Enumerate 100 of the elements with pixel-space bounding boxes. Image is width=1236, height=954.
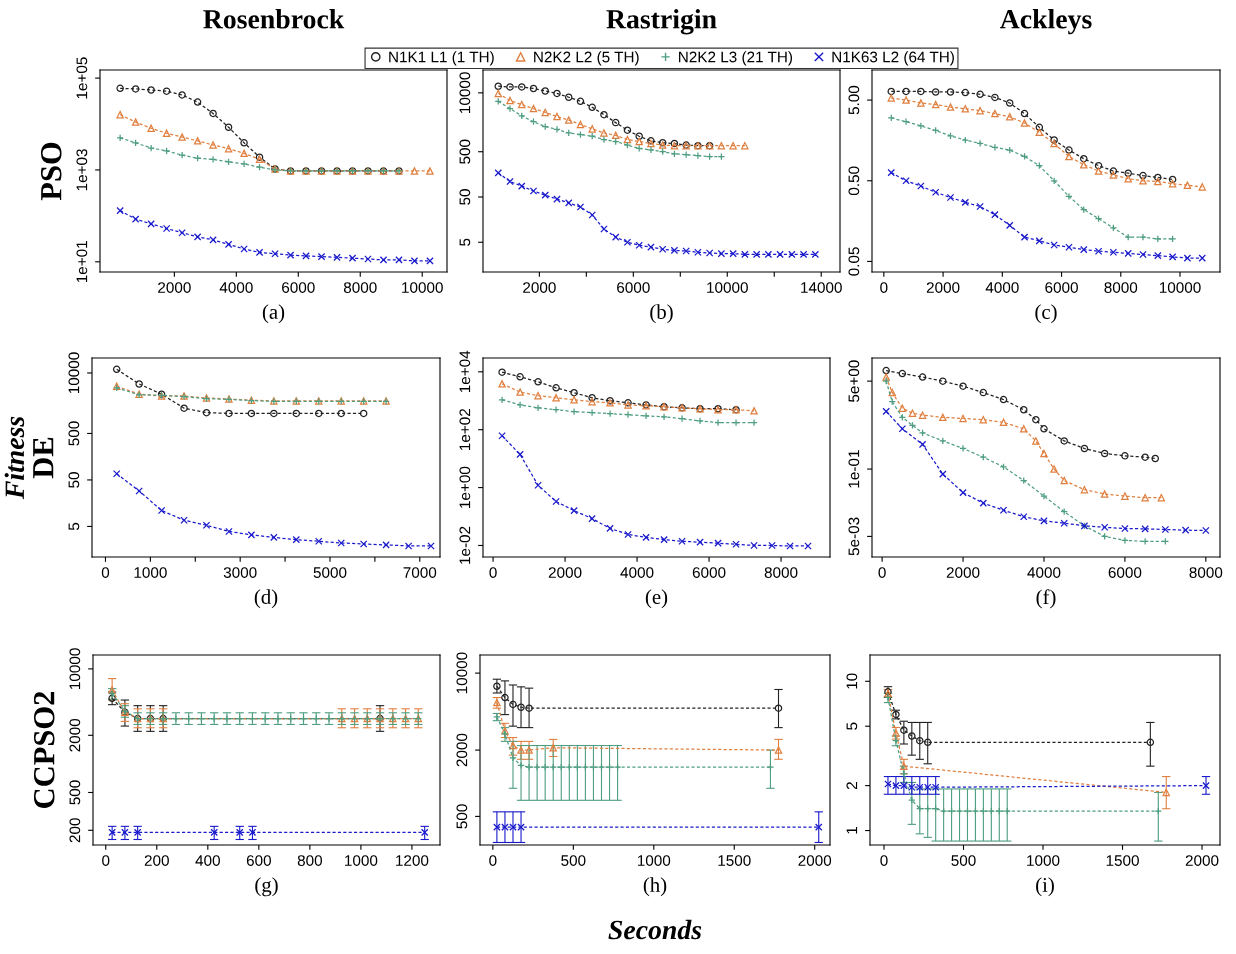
point bbox=[1035, 237, 1044, 245]
x-tick-label: 400 bbox=[195, 855, 220, 866]
point bbox=[694, 151, 702, 160]
point bbox=[333, 253, 341, 262]
point bbox=[696, 538, 704, 546]
point bbox=[193, 233, 202, 241]
point bbox=[1154, 251, 1162, 260]
point bbox=[979, 807, 988, 815]
chart-title: Rosenbrock bbox=[203, 9, 345, 29]
x-tick-label: 6000 bbox=[617, 282, 650, 293]
point bbox=[1020, 233, 1029, 241]
point bbox=[1168, 175, 1177, 184]
point bbox=[240, 149, 248, 158]
point bbox=[959, 488, 967, 497]
x-tick-label: 4000 bbox=[219, 282, 253, 293]
point bbox=[501, 726, 509, 735]
x-axis-title: (b) bbox=[650, 304, 673, 324]
point bbox=[1198, 183, 1206, 191]
x-tick-label: 7000 bbox=[403, 567, 437, 578]
point bbox=[1121, 536, 1129, 545]
point bbox=[918, 411, 927, 419]
point bbox=[902, 117, 910, 126]
point bbox=[1065, 152, 1073, 161]
point bbox=[240, 160, 248, 168]
point bbox=[732, 540, 740, 549]
point bbox=[939, 437, 947, 445]
point bbox=[1139, 171, 1147, 180]
point bbox=[1154, 807, 1163, 815]
point bbox=[1019, 425, 1028, 433]
legend-label: N2K2 L2 (5 TH) bbox=[534, 51, 639, 66]
point bbox=[600, 135, 608, 144]
x-tick-label: 1000 bbox=[1027, 855, 1060, 866]
point bbox=[741, 141, 749, 150]
point bbox=[606, 409, 614, 418]
point bbox=[570, 396, 578, 404]
y-tick-label: 10 bbox=[846, 673, 858, 689]
point bbox=[902, 177, 910, 185]
point bbox=[976, 90, 984, 99]
point bbox=[410, 257, 419, 265]
point bbox=[506, 104, 514, 113]
point bbox=[976, 106, 984, 115]
point bbox=[271, 249, 279, 258]
y-tick-label: 1e+03 bbox=[76, 149, 88, 191]
point bbox=[635, 132, 643, 140]
point bbox=[494, 169, 503, 177]
y-tick-label: 50 bbox=[459, 189, 471, 205]
point bbox=[600, 110, 608, 119]
point bbox=[494, 89, 503, 98]
y-tick-label: 1e+02 bbox=[459, 409, 471, 450]
point bbox=[1065, 192, 1073, 201]
point bbox=[976, 202, 984, 211]
x-tick-label: 8000 bbox=[343, 282, 377, 293]
point bbox=[529, 187, 538, 195]
point bbox=[923, 738, 932, 747]
point bbox=[180, 516, 188, 524]
y-tick-label: 1e+05 bbox=[76, 57, 88, 99]
point bbox=[518, 112, 526, 120]
point bbox=[979, 415, 988, 424]
point bbox=[1121, 524, 1129, 533]
point bbox=[570, 407, 578, 416]
point bbox=[1154, 177, 1162, 186]
point bbox=[1080, 160, 1088, 169]
point bbox=[999, 395, 1008, 404]
point bbox=[534, 481, 542, 490]
x-axis-title: (d) bbox=[254, 589, 278, 609]
point bbox=[247, 531, 256, 539]
point bbox=[705, 249, 714, 257]
point bbox=[916, 736, 924, 745]
point bbox=[570, 388, 578, 397]
point bbox=[224, 144, 233, 153]
point bbox=[498, 380, 506, 388]
point bbox=[337, 539, 345, 547]
x-tick-label: 2000 bbox=[548, 567, 582, 578]
point bbox=[1202, 526, 1210, 535]
x-tick-label: 10000 bbox=[402, 282, 443, 293]
point bbox=[247, 409, 256, 418]
point bbox=[623, 126, 632, 134]
y-tick-label: 1e+04 bbox=[459, 350, 471, 393]
point bbox=[131, 85, 140, 93]
x-tick-label: 1000 bbox=[345, 855, 378, 866]
point bbox=[404, 542, 413, 550]
point bbox=[1080, 444, 1089, 453]
y-axis-title: DE bbox=[33, 437, 54, 479]
point bbox=[135, 380, 143, 388]
point bbox=[931, 100, 940, 109]
point bbox=[642, 533, 650, 542]
point bbox=[1100, 490, 1109, 498]
point bbox=[694, 248, 702, 257]
point bbox=[131, 215, 140, 223]
point bbox=[178, 91, 186, 99]
point bbox=[959, 414, 967, 423]
point bbox=[774, 746, 783, 754]
point bbox=[178, 228, 186, 237]
point bbox=[902, 96, 910, 104]
point bbox=[162, 129, 171, 137]
point bbox=[302, 252, 310, 260]
y-tick-label: 1 bbox=[846, 827, 858, 834]
point bbox=[714, 539, 722, 547]
point bbox=[768, 541, 776, 550]
point bbox=[525, 763, 533, 771]
